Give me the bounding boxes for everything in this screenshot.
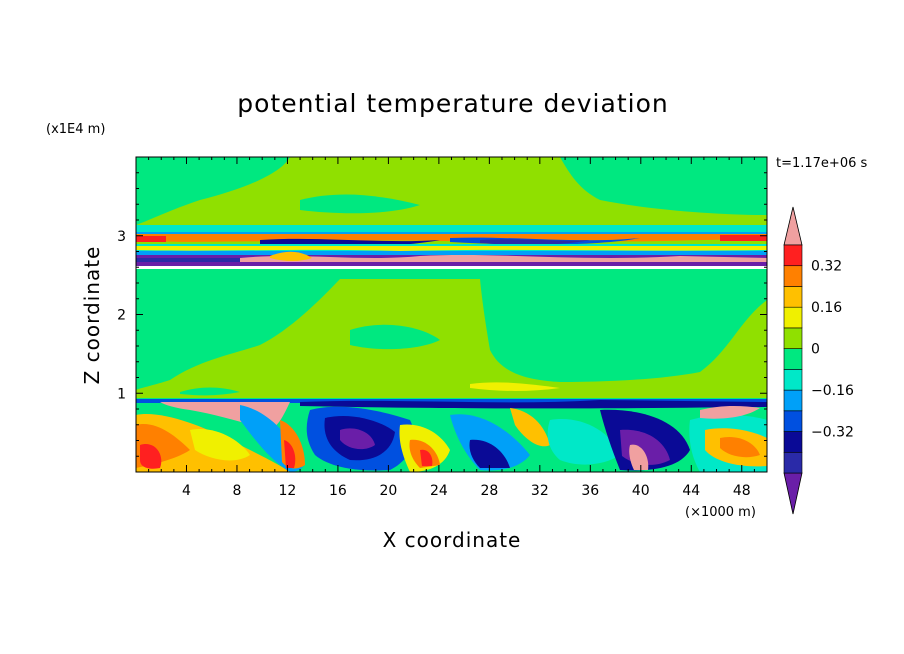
x-tick-label: 16 — [329, 483, 347, 499]
y-tick-label: 3 — [117, 229, 126, 245]
plot-field — [136, 157, 767, 472]
x-tick-label: 20 — [379, 483, 397, 499]
y-axis-label: Z coordinate — [80, 246, 104, 385]
band — [240, 255, 767, 264]
colorbar-cell — [783, 369, 803, 391]
x-tick-label: 28 — [480, 483, 498, 499]
x-tick-label: 32 — [531, 483, 549, 499]
colorbar-cell — [783, 431, 803, 453]
y-tick-label: 1 — [117, 386, 126, 402]
band — [136, 399, 767, 403]
y-tick-label: 2 — [117, 308, 126, 324]
colorbar-tick-label: 0.16 — [811, 300, 842, 316]
blob — [420, 449, 433, 466]
field-patch — [300, 194, 420, 214]
colorbar-cell — [783, 286, 803, 308]
colorbar-cell — [783, 265, 803, 287]
x-unit-label: (×1000 m) — [685, 505, 756, 520]
band — [300, 400, 767, 409]
field-patch — [136, 157, 290, 225]
blob — [140, 444, 162, 469]
colorbar-tick-label: −0.32 — [811, 425, 854, 441]
colorbar: 0.32 0.16 0 −0.16 −0.32 — [783, 206, 854, 515]
blob — [629, 444, 649, 470]
blob — [547, 419, 620, 465]
band — [720, 235, 767, 241]
x-tick-label: 8 — [232, 483, 241, 499]
colorbar-cell — [783, 327, 803, 349]
field-patch — [560, 157, 767, 215]
band — [136, 251, 767, 256]
x-axis-label: X coordinate — [383, 528, 522, 552]
time-label: t=1.17e+06 s — [776, 156, 868, 171]
blob — [190, 429, 250, 461]
field-patch — [470, 382, 560, 391]
blob — [284, 440, 296, 468]
chart-title: potential temperature deviation — [237, 89, 668, 118]
colorbar-cell — [783, 348, 803, 370]
blob — [510, 408, 550, 447]
band — [136, 236, 166, 242]
field-patch — [180, 387, 240, 396]
colorbar-tick-label: −0.16 — [811, 383, 854, 399]
colorbar-cell — [783, 306, 803, 329]
colorbar-max-arrow — [783, 206, 803, 246]
blob — [340, 428, 375, 450]
colorbar-min-arrow — [783, 472, 803, 515]
x-tick-label: 36 — [581, 483, 599, 499]
colorbar-cell — [783, 410, 803, 432]
colorbar-tick-label: 0.32 — [811, 259, 842, 275]
band — [136, 246, 767, 251]
band — [136, 266, 767, 269]
field-patch — [350, 324, 440, 350]
x-tick-label: 48 — [733, 483, 751, 499]
colorbar-cell — [783, 451, 803, 474]
band — [136, 269, 767, 279]
colorbar-tick-label: 0 — [811, 342, 820, 358]
field-patch — [480, 279, 767, 382]
colorbar-cell — [783, 244, 803, 267]
x-tick-label: 44 — [682, 483, 700, 499]
blob — [469, 439, 510, 468]
blob — [450, 414, 530, 471]
x-tick-label: 4 — [182, 483, 191, 499]
band — [480, 239, 590, 245]
field-patch — [136, 279, 340, 390]
blob — [700, 405, 760, 419]
band — [136, 262, 767, 266]
band — [270, 251, 312, 261]
colorbar-cell — [783, 389, 803, 412]
blob — [720, 436, 760, 458]
x-tick-label: 40 — [632, 483, 650, 499]
x-tick-label: 12 — [279, 483, 297, 499]
band — [136, 225, 767, 235]
y-unit-label: (x1E4 m) — [46, 122, 105, 137]
x-tick-label: 24 — [430, 483, 448, 499]
